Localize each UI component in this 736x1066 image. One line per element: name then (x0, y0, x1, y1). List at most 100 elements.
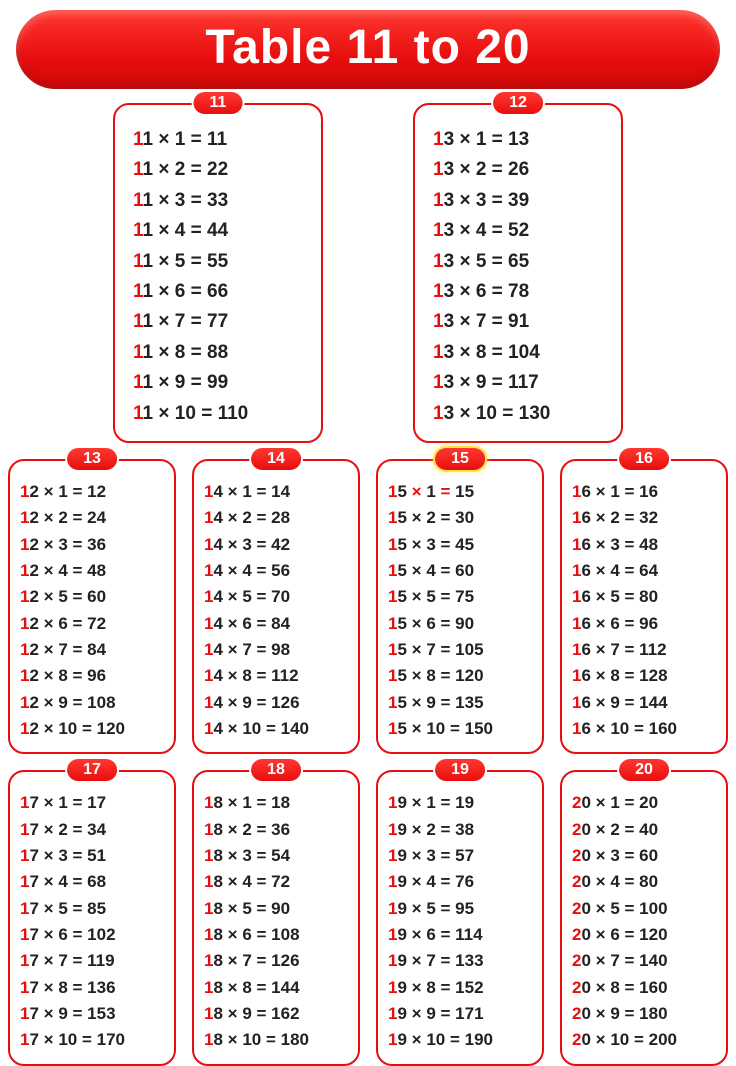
equation-line: 16 × 10 = 160 (572, 716, 716, 742)
equation-line: 19 × 3 = 57 (388, 843, 532, 869)
multiplication-card: 1414 × 1 = 1414 × 2 = 2814 × 3 = 4214 × … (192, 459, 360, 754)
card-badge: 16 (619, 448, 669, 470)
equation-line: 13 × 5 = 65 (433, 247, 603, 277)
equation-line: 11 × 9 = 99 (133, 368, 303, 398)
equation-line: 20 × 1 = 20 (572, 790, 716, 816)
multiplication-card: 1616 × 1 = 1616 × 2 = 3216 × 3 = 4816 × … (560, 459, 728, 754)
card-badge: 11 (194, 92, 243, 114)
equation-line: 15 × 8 = 120 (388, 663, 532, 689)
equation-line: 17 × 5 = 85 (20, 896, 164, 922)
equation-line: 11 × 8 = 88 (133, 338, 303, 368)
equation-line: 15 × 2 = 30 (388, 505, 532, 531)
multiplication-card: 1111 × 1 = 1111 × 2 = 2211 × 3 = 3311 × … (113, 103, 323, 443)
equation-line: 13 × 10 = 130 (433, 399, 603, 429)
equation-line: 11 × 2 = 22 (133, 155, 303, 185)
equation-line: 17 × 6 = 102 (20, 922, 164, 948)
equation-line: 15 × 4 = 60 (388, 558, 532, 584)
tables-grid: 1111 × 1 = 1111 × 2 = 2211 × 3 = 3311 × … (8, 103, 728, 1066)
equation-line: 15 × 1 = 15 (388, 479, 532, 505)
equation-line: 12 × 2 = 24 (20, 505, 164, 531)
equation-line: 13 × 2 = 26 (433, 155, 603, 185)
card-badge: 18 (251, 759, 301, 781)
card-badge: 12 (493, 92, 543, 114)
equation-line: 18 × 8 = 144 (204, 975, 348, 1001)
equation-line: 12 × 5 = 60 (20, 584, 164, 610)
equation-line: 14 × 2 = 28 (204, 505, 348, 531)
equation-line: 13 × 9 = 117 (433, 368, 603, 398)
equation-line: 14 × 3 = 42 (204, 532, 348, 558)
card-badge: 15 (435, 448, 485, 470)
equation-line: 17 × 1 = 17 (20, 790, 164, 816)
equation-line: 17 × 9 = 153 (20, 1001, 164, 1027)
equation-line: 14 × 4 = 56 (204, 558, 348, 584)
multiplication-card: 2020 × 1 = 2020 × 2 = 4020 × 3 = 6020 × … (560, 770, 728, 1065)
equation-line: 12 × 9 = 108 (20, 690, 164, 716)
multiplication-card: 1717 × 1 = 1717 × 2 = 3417 × 3 = 5117 × … (8, 770, 176, 1065)
equation-line: 19 × 8 = 152 (388, 975, 532, 1001)
equation-line: 14 × 5 = 70 (204, 584, 348, 610)
equation-line: 17 × 10 = 170 (20, 1027, 164, 1053)
equation-line: 19 × 1 = 19 (388, 790, 532, 816)
equation-line: 20 × 7 = 140 (572, 948, 716, 974)
equation-line: 12 × 3 = 36 (20, 532, 164, 558)
equation-line: 16 × 5 = 80 (572, 584, 716, 610)
table-row: 1717 × 1 = 1717 × 2 = 3417 × 3 = 5117 × … (8, 770, 728, 1065)
equation-line: 15 × 10 = 150 (388, 716, 532, 742)
equation-line: 18 × 4 = 72 (204, 869, 348, 895)
multiplication-card: 1919 × 1 = 1919 × 2 = 3819 × 3 = 5719 × … (376, 770, 544, 1065)
equation-line: 13 × 7 = 91 (433, 307, 603, 337)
equation-line: 14 × 8 = 112 (204, 663, 348, 689)
equation-line: 12 × 6 = 72 (20, 611, 164, 637)
card-badge: 19 (435, 759, 485, 781)
equation-line: 15 × 7 = 105 (388, 637, 532, 663)
equation-line: 13 × 4 = 52 (433, 216, 603, 246)
equation-line: 18 × 1 = 18 (204, 790, 348, 816)
equation-line: 16 × 9 = 144 (572, 690, 716, 716)
equation-line: 12 × 7 = 84 (20, 637, 164, 663)
equation-line: 11 × 3 = 33 (133, 186, 303, 216)
equation-line: 14 × 9 = 126 (204, 690, 348, 716)
card-badge: 14 (251, 448, 301, 470)
multiplication-card: 1818 × 1 = 1818 × 2 = 3618 × 3 = 5418 × … (192, 770, 360, 1065)
equation-line: 15 × 3 = 45 (388, 532, 532, 558)
equation-line: 16 × 6 = 96 (572, 611, 716, 637)
equation-line: 18 × 10 = 180 (204, 1027, 348, 1053)
equation-line: 15 × 5 = 75 (388, 584, 532, 610)
equation-line: 13 × 1 = 13 (433, 125, 603, 155)
equation-line: 11 × 6 = 66 (133, 277, 303, 307)
equation-line: 20 × 3 = 60 (572, 843, 716, 869)
card-badge: 17 (67, 759, 117, 781)
equation-line: 16 × 1 = 16 (572, 479, 716, 505)
equation-line: 16 × 2 = 32 (572, 505, 716, 531)
multiplication-card: 1515 × 1 = 1515 × 2 = 3015 × 3 = 4515 × … (376, 459, 544, 754)
equation-line: 19 × 5 = 95 (388, 896, 532, 922)
multiplication-card: 1312 × 1 = 1212 × 2 = 2412 × 3 = 3612 × … (8, 459, 176, 754)
equation-line: 18 × 2 = 36 (204, 817, 348, 843)
equation-line: 20 × 2 = 40 (572, 817, 716, 843)
card-badge: 13 (67, 448, 117, 470)
equation-line: 14 × 7 = 98 (204, 637, 348, 663)
equation-line: 19 × 6 = 114 (388, 922, 532, 948)
equation-line: 20 × 6 = 120 (572, 922, 716, 948)
equation-line: 15 × 9 = 135 (388, 690, 532, 716)
equation-line: 11 × 4 = 44 (133, 216, 303, 246)
equation-line: 20 × 8 = 160 (572, 975, 716, 1001)
equation-line: 17 × 7 = 119 (20, 948, 164, 974)
equation-line: 16 × 3 = 48 (572, 532, 716, 558)
equation-line: 11 × 1 = 11 (133, 125, 303, 155)
equation-line: 11 × 7 = 77 (133, 307, 303, 337)
table-row: 1111 × 1 = 1111 × 2 = 2211 × 3 = 3311 × … (8, 103, 728, 443)
equation-line: 17 × 4 = 68 (20, 869, 164, 895)
equation-line: 18 × 5 = 90 (204, 896, 348, 922)
equation-line: 13 × 6 = 78 (433, 277, 603, 307)
equation-line: 20 × 5 = 100 (572, 896, 716, 922)
equation-line: 16 × 8 = 128 (572, 663, 716, 689)
equation-line: 16 × 7 = 112 (572, 637, 716, 663)
equation-line: 18 × 6 = 108 (204, 922, 348, 948)
multiplication-card: 1213 × 1 = 1313 × 2 = 2613 × 3 = 3913 × … (413, 103, 623, 443)
page-title: Table 11 to 20 (16, 10, 720, 89)
card-badge: 20 (619, 759, 669, 781)
equation-line: 19 × 10 = 190 (388, 1027, 532, 1053)
equation-line: 11 × 5 = 55 (133, 247, 303, 277)
equation-line: 15 × 6 = 90 (388, 611, 532, 637)
